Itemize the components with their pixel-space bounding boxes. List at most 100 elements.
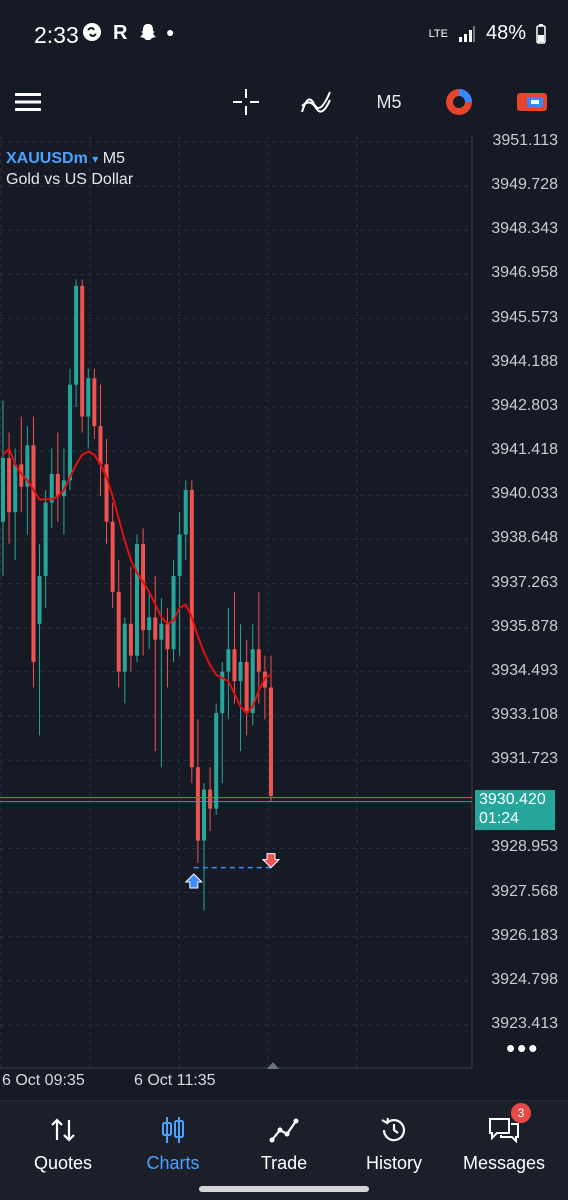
time-label-1: 6 Oct 09:35 bbox=[2, 1072, 85, 1089]
nav-quotes-label: Quotes bbox=[33, 1153, 93, 1173]
candle-body bbox=[141, 544, 146, 631]
price-tick-label: 3940.033 bbox=[491, 485, 558, 503]
current-price-tag: 3930.420 01:24 bbox=[475, 790, 555, 830]
price-tick-label: 3933.108 bbox=[491, 705, 558, 723]
candle-countdown: 01:24 bbox=[479, 810, 520, 827]
candle-body bbox=[37, 575, 42, 624]
price-tick-label: 3941.418 bbox=[491, 441, 558, 459]
candle-body bbox=[55, 473, 60, 497]
candle-body bbox=[13, 464, 18, 513]
menu-button[interactable] bbox=[14, 82, 42, 122]
signal-icon bbox=[458, 25, 475, 42]
symbol-dropdown-icon[interactable]: ▾ bbox=[92, 152, 99, 166]
candlestick-icon bbox=[162, 1117, 184, 1143]
price-tick-label: 3928.953 bbox=[491, 838, 558, 856]
candle-body bbox=[269, 687, 273, 796]
chart-background bbox=[0, 136, 568, 1094]
scroll-handle-icon bbox=[267, 1062, 279, 1069]
nav-history[interactable]: History bbox=[339, 1113, 449, 1174]
price-tick-label: 3946.958 bbox=[491, 264, 558, 282]
candle-body bbox=[189, 489, 194, 768]
price-chart[interactable] bbox=[0, 136, 568, 1094]
candle-body bbox=[7, 457, 12, 513]
notification-dot-icon: ● bbox=[166, 24, 175, 40]
price-tick-label: 3945.573 bbox=[491, 308, 558, 326]
messages-icon bbox=[489, 1118, 519, 1144]
indicators-icon bbox=[301, 91, 331, 113]
one-click-trading-icon bbox=[446, 89, 472, 115]
candle-body bbox=[159, 623, 164, 640]
candle-body bbox=[147, 617, 152, 631]
battery-icon bbox=[536, 23, 546, 44]
nav-trade[interactable]: Trade bbox=[229, 1113, 339, 1174]
history-clock-icon bbox=[381, 1117, 406, 1142]
candle-body bbox=[68, 384, 72, 481]
candle-body bbox=[171, 575, 176, 650]
candle-body bbox=[232, 649, 237, 682]
account-link-button[interactable] bbox=[516, 82, 548, 122]
indicators-button[interactable] bbox=[300, 82, 332, 122]
sell-marker-icon bbox=[261, 853, 281, 869]
one-click-trading-button[interactable] bbox=[444, 82, 474, 122]
nav-charts-label: Charts bbox=[146, 1153, 200, 1173]
candle-body bbox=[153, 617, 158, 640]
candle-body bbox=[19, 464, 24, 487]
chart-more-button[interactable]: ••• bbox=[506, 1033, 540, 1063]
candle-body bbox=[86, 378, 91, 417]
symbol-description: Gold vs US Dollar bbox=[6, 171, 134, 188]
symbol-name[interactable]: XAUUSDm bbox=[6, 150, 88, 167]
candle-body bbox=[80, 285, 85, 417]
symbol-timeframe: M5 bbox=[102, 150, 125, 167]
nav-messages[interactable]: 3 Messages bbox=[449, 1103, 559, 1174]
candle-body bbox=[256, 649, 261, 672]
messages-badge: 3 bbox=[511, 1103, 531, 1123]
candle-body bbox=[195, 767, 200, 841]
candle-body bbox=[202, 789, 206, 841]
chart-toolbar: M5 bbox=[0, 70, 568, 134]
price-tick-label: 3948.343 bbox=[491, 220, 558, 238]
candle-body bbox=[238, 662, 243, 682]
status-right: LTE 48% bbox=[429, 22, 546, 45]
hamburger-icon bbox=[15, 93, 41, 111]
status-bar: 2:33 R ● LTE 48% bbox=[0, 0, 568, 70]
nav-history-label: History bbox=[365, 1153, 422, 1173]
price-tick-label: 3938.648 bbox=[491, 529, 558, 547]
candle-body bbox=[208, 789, 213, 809]
candle-body bbox=[128, 623, 133, 656]
candle-body bbox=[98, 426, 103, 465]
nav-messages-label: Messages bbox=[462, 1153, 546, 1173]
nav-quotes[interactable]: Quotes bbox=[8, 1113, 118, 1174]
price-tick-label: 3926.183 bbox=[491, 926, 558, 944]
price-tick-label: 3931.723 bbox=[491, 750, 558, 768]
status-app-icons: R ● bbox=[82, 22, 174, 42]
candle-body bbox=[74, 285, 79, 385]
candle-body bbox=[183, 489, 188, 535]
bottom-navigation: Quotes Charts Trade History 3 Messages bbox=[0, 1100, 568, 1200]
home-indicator[interactable] bbox=[199, 1186, 369, 1192]
crosshair-icon bbox=[233, 89, 259, 115]
price-tick-label: 3937.263 bbox=[491, 573, 558, 591]
candle-body bbox=[122, 623, 127, 672]
chart-canvas[interactable] bbox=[0, 136, 568, 1094]
symbol-header[interactable]: XAUUSDm ▾ M5 bbox=[6, 150, 125, 168]
price-tick-label: 3951.113 bbox=[492, 132, 558, 149]
crosshair-button[interactable] bbox=[230, 82, 262, 122]
candle-body bbox=[116, 591, 121, 672]
price-tick-label: 3935.878 bbox=[491, 617, 558, 635]
status-time: 2:33 bbox=[34, 22, 79, 48]
candle-body bbox=[135, 544, 139, 656]
svg-text:R: R bbox=[113, 22, 128, 42]
price-tick-label: 3924.798 bbox=[491, 970, 558, 988]
price-tick-label: 3934.493 bbox=[491, 661, 558, 679]
timeframe-button[interactable]: M5 bbox=[376, 91, 402, 112]
candle-body bbox=[31, 445, 36, 663]
candle-body bbox=[250, 649, 255, 714]
trade-line-icon bbox=[269, 1118, 299, 1143]
current-price-value: 3930.420 bbox=[479, 791, 546, 808]
candle-body bbox=[226, 649, 231, 672]
nav-charts[interactable]: Charts bbox=[118, 1113, 228, 1174]
quotes-arrows-icon bbox=[51, 1118, 75, 1142]
price-tick-label: 3923.413 bbox=[491, 1015, 558, 1032]
candle-body bbox=[43, 502, 48, 576]
candle-body bbox=[92, 378, 97, 427]
